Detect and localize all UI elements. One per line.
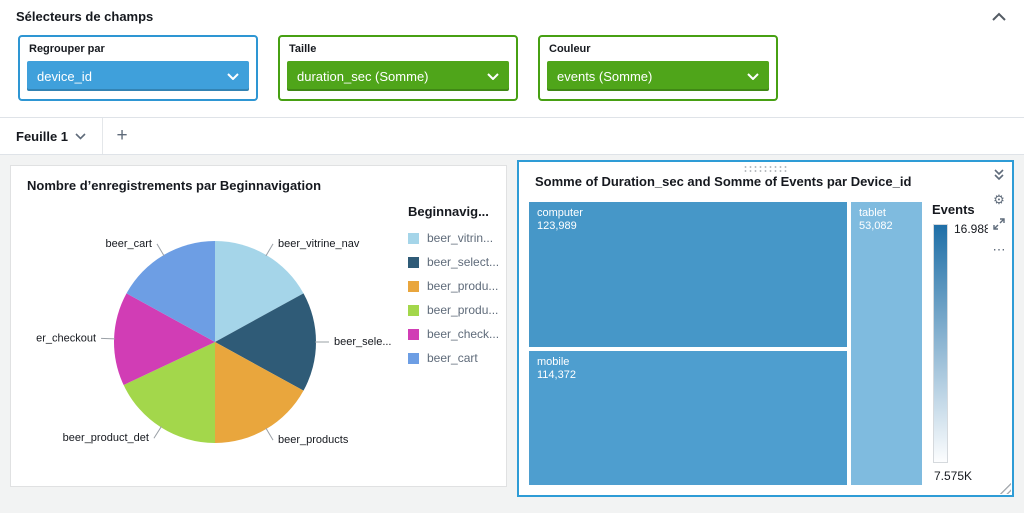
legend-label: beer_select... [427, 255, 500, 269]
treemap-node-label: computer [537, 207, 583, 219]
treemap-legend-gradient [933, 224, 948, 463]
pie-slice-label: beer_products [278, 434, 349, 446]
sheet-tab-label: Feuille 1 [16, 128, 69, 144]
analysis-canvas: Nombre d’enregistrements par Beginnaviga… [0, 155, 1024, 513]
double-chevron-down-icon [994, 168, 1004, 180]
well-label: Regrouper par [29, 43, 105, 55]
sheet-tab-feuille-1[interactable]: Feuille 1 [0, 118, 104, 154]
dropdown-value: duration_sec (Somme) [297, 68, 429, 84]
treemap-legend-max: 16.988K [954, 222, 999, 236]
treemap-legend-title: Events [932, 202, 975, 217]
chevron-down-icon [487, 72, 499, 80]
pie-slice-label: beer_cart [105, 238, 151, 250]
pie-slice-beer_products[interactable] [215, 342, 304, 443]
pie-label-line [153, 426, 162, 439]
visual-menu-button[interactable]: ⋯ [988, 239, 1010, 259]
treemap-node-value: 123,989 [537, 220, 577, 232]
chevron-down-icon [75, 132, 86, 140]
treemap-node-mobile[interactable]: mobile 114,372 [529, 351, 847, 485]
legend-item[interactable]: beer_vitrin... [408, 231, 500, 245]
treemap-node-value: 114,372 [537, 369, 576, 381]
legend-label: beer_check... [427, 327, 500, 341]
dropdown-value: device_id [37, 68, 92, 84]
pie-legend: Beginnavig... beer_vitrin... beer_select.… [408, 204, 500, 375]
size-dropdown[interactable]: duration_sec (Somme) [287, 61, 509, 91]
field-wells-row: Regrouper par device_id Taille duration_… [0, 27, 1024, 117]
field-selectors-panel: Sélecteurs de champs Regrouper par devic… [0, 0, 1024, 117]
pie-slice-label: beer_product_det [63, 432, 149, 444]
collapse-visual-button[interactable] [988, 164, 1010, 184]
well-label: Couleur [549, 43, 591, 55]
dropdown-value: events (Somme) [557, 68, 653, 84]
size-field-well: Taille duration_sec (Somme) [278, 35, 518, 101]
well-label: Taille [289, 43, 317, 55]
legend-item[interactable]: beer_produ... [408, 303, 500, 317]
pie-visual-title: Nombre d’enregistrements par Beginnaviga… [27, 178, 322, 193]
legend-item[interactable]: beer_check... [408, 327, 500, 341]
pie-label-line [265, 427, 274, 441]
pie-label-line [156, 243, 165, 257]
treemap-legend-min: 7.575K [934, 469, 973, 483]
legend-item[interactable]: beer_select... [408, 255, 500, 269]
treemap-visual-title: Somme of Duration_sec and Somme of Event… [535, 174, 912, 189]
treemap-node-label: tablet [859, 207, 886, 219]
treemap-node-value: 53,082 [859, 220, 893, 232]
pie-slice-beer_sele...[interactable] [215, 293, 316, 391]
legend-swatch [408, 280, 419, 292]
chevron-up-icon [992, 12, 1006, 21]
gear-icon: ⚙ [993, 191, 1005, 207]
legend-label: beer_cart [427, 351, 478, 365]
pie-slice-beer_product_det[interactable] [123, 342, 215, 443]
color-field-well: Couleur events (Somme) [538, 35, 778, 101]
treemap-visual[interactable]: ⚙ ⋯ Somme of Duration_sec and Somme of E… [517, 160, 1014, 497]
add-sheet-button[interactable]: + [103, 118, 141, 154]
pie-slice-beer_vitrine_nav[interactable] [215, 241, 304, 342]
legend-label: beer_produ... [427, 303, 499, 317]
pie-legend-items: beer_vitrin... beer_select... beer_produ..… [408, 231, 500, 365]
ellipsis-icon: ⋯ [992, 241, 1006, 257]
legend-swatch [408, 352, 419, 364]
expand-visual-button[interactable] [988, 214, 1010, 234]
legend-swatch [408, 304, 419, 316]
legend-swatch [408, 232, 419, 244]
treemap-legend: Events 16.988K 7.575K [932, 202, 1006, 485]
chevron-down-icon [227, 72, 239, 80]
treemap-node-computer[interactable]: computer 123,989 [529, 202, 847, 347]
pie-slice-label: beer_vitrine_nav [278, 238, 360, 250]
sheet-tab-bar: Feuille 1 + [0, 117, 1024, 155]
pie-slice-er_checkout[interactable] [114, 293, 215, 386]
color-dropdown[interactable]: events (Somme) [547, 61, 769, 91]
pie-legend-title: Beginnavig... [408, 204, 489, 219]
drag-handle[interactable] [742, 165, 789, 173]
legend-item[interactable]: beer_produ... [408, 279, 500, 293]
legend-item[interactable]: beer_cart [408, 351, 500, 365]
pie-slice-label: beer_sele... [334, 336, 391, 348]
pie-slice-beer_cart[interactable] [126, 241, 215, 342]
field-selectors-title: Sélecteurs de champs [16, 9, 154, 24]
legend-swatch [408, 328, 419, 340]
legend-swatch [408, 256, 419, 268]
treemap-node-label: mobile [537, 356, 570, 368]
pie-label-line [265, 243, 274, 257]
pie-slice-label: er_checkout [36, 332, 96, 344]
group-by-dropdown[interactable]: device_id [27, 61, 249, 91]
group-by-field-well: Regrouper par device_id [18, 35, 258, 101]
pie-chart-visual[interactable]: Nombre d’enregistrements par Beginnaviga… [10, 165, 507, 487]
collapse-panel-button[interactable] [990, 10, 1008, 23]
pie-chart: beer_vitrine_nav beer_sele... beer_product… [36, 238, 391, 446]
treemap-area: computer 123,989 mobile 114,372 tablet 53,082 [529, 202, 922, 485]
treemap-node-tablet[interactable]: tablet 53,082 [851, 202, 922, 485]
settings-button[interactable]: ⚙ [988, 189, 1010, 209]
visual-toolbar: ⚙ ⋯ [988, 164, 1010, 259]
chevron-down-icon [747, 72, 759, 80]
expand-icon [993, 218, 1005, 230]
legend-label: beer_vitrin... [427, 231, 494, 245]
legend-label: beer_produ... [427, 279, 499, 293]
